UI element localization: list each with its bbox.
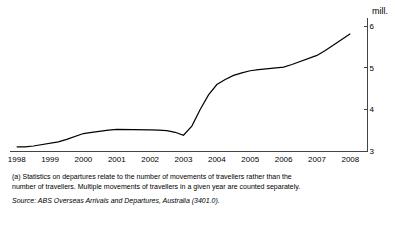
svg-text:2006: 2006 bbox=[275, 155, 293, 164]
svg-text:2005: 2005 bbox=[241, 155, 259, 164]
svg-text:2007: 2007 bbox=[308, 155, 326, 164]
svg-text:6: 6 bbox=[370, 22, 375, 31]
svg-text:mill.: mill. bbox=[372, 6, 388, 16]
svg-text:2000: 2000 bbox=[75, 155, 93, 164]
svg-text:4: 4 bbox=[370, 105, 375, 114]
svg-text:(a) Statistics on departures r: (a) Statistics on departures relate to t… bbox=[12, 173, 292, 181]
svg-text:2004: 2004 bbox=[208, 155, 226, 164]
svg-text:1998: 1998 bbox=[8, 155, 26, 164]
svg-text:Source: ABS Overseas Arrivals: Source: ABS Overseas Arrivals and Depart… bbox=[12, 197, 220, 205]
svg-text:2001: 2001 bbox=[108, 155, 126, 164]
svg-text:1999: 1999 bbox=[41, 155, 59, 164]
svg-text:3: 3 bbox=[370, 147, 375, 156]
svg-text:5: 5 bbox=[370, 64, 375, 73]
svg-text:2003: 2003 bbox=[175, 155, 193, 164]
svg-text:2008: 2008 bbox=[341, 155, 359, 164]
svg-text:number of travellers. Multiple: number of travellers. Multiple movements… bbox=[12, 183, 300, 191]
svg-text:2002: 2002 bbox=[141, 155, 159, 164]
